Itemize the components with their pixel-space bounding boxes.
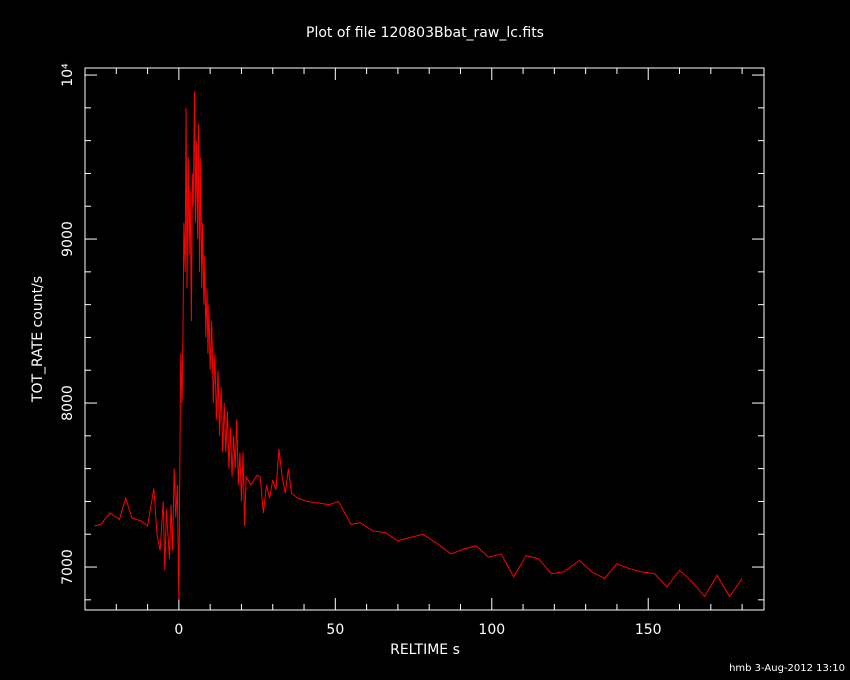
plot-frame xyxy=(84,67,765,611)
y-tick-label: 10⁴ xyxy=(60,63,76,87)
y-axis-label: TOT_RATE count/s xyxy=(30,276,46,403)
x-tick-label: 150 xyxy=(635,622,662,638)
x-tick-label: 0 xyxy=(174,622,183,638)
x-axis-label: RELTIME s xyxy=(390,642,460,658)
footer: hmb 3-Aug-2012 13:10 xyxy=(729,663,845,674)
x-tick-label: 50 xyxy=(326,622,344,638)
y-tick-label: 9000 xyxy=(60,221,76,257)
chart-title: Plot of file 120803Bbat_raw_lc.fits xyxy=(306,25,544,41)
data-line xyxy=(94,91,743,600)
x-tick-label: 100 xyxy=(478,622,505,638)
y-tick-label: 7000 xyxy=(60,549,76,585)
y-tick-label: 8000 xyxy=(60,385,76,421)
